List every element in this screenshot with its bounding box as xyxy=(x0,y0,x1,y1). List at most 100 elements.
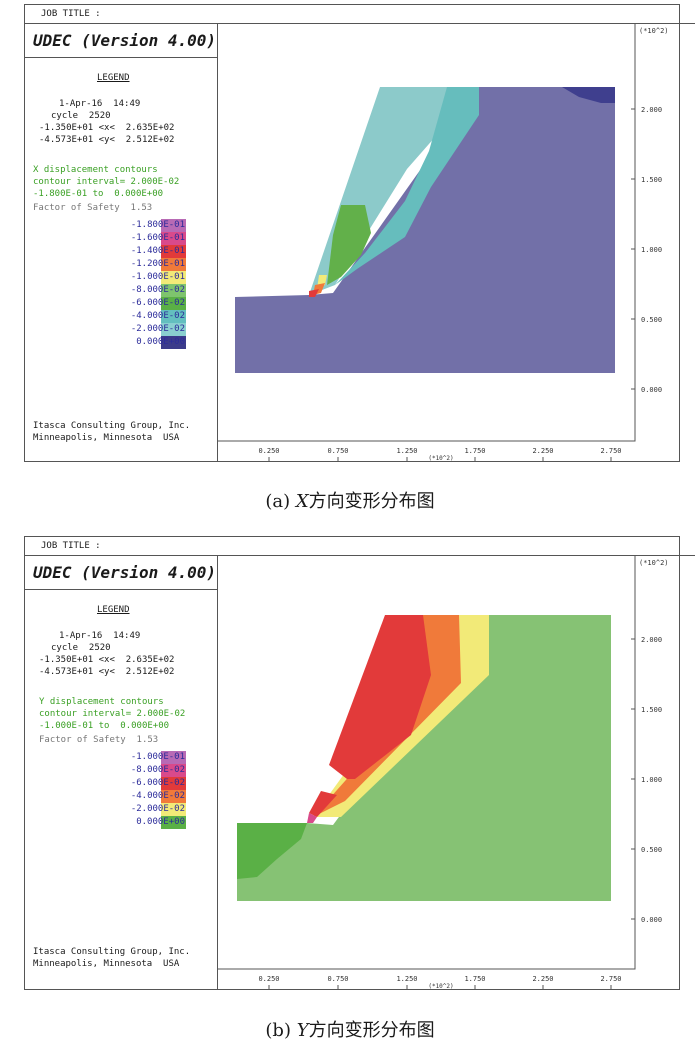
contour-region-teal xyxy=(335,87,479,285)
legend-swatch xyxy=(161,245,186,258)
legend-label: -8.000E-02 xyxy=(130,285,185,295)
y-axis: 2.000 1.500 1.000 0.500 0.000 (*10^2) xyxy=(631,559,669,924)
legend-label: -6.000E-02 xyxy=(130,778,185,788)
legend-label: 0.000E+00 xyxy=(136,337,185,347)
caption-a-prefix: (a) xyxy=(265,491,296,512)
legend-swatch xyxy=(161,271,186,284)
caption-b-text: 方向变形分布图 xyxy=(308,1020,435,1041)
company-name: Itasca Consulting Group, Inc. xyxy=(33,421,191,431)
cycle-line: cycle 2520 xyxy=(51,643,111,653)
x-tick-label: 1.250 xyxy=(396,975,417,983)
contour-range: -1.800E-01 to 0.000E+00 xyxy=(33,189,164,199)
y-range-line: -4.573E+01 <y< 2.512E+02 xyxy=(39,667,175,677)
plot-frame xyxy=(217,23,636,442)
x-tick-label: 1.750 xyxy=(464,975,485,983)
contour-type: X displacement contours xyxy=(33,165,158,175)
legend-label: -2.000E-02 xyxy=(130,804,185,814)
panel-a: JOB TITLE : UDEC (Version 4.00) LEGEND 1… xyxy=(24,4,695,462)
caption-b: (b) Y方向变形分布图 xyxy=(0,1016,700,1042)
x-tick-label: 0.750 xyxy=(327,447,348,455)
sidebar: UDEC (Version 4.00) LEGEND 1-Apr-16 14:4… xyxy=(25,23,218,461)
legend-label: -6.000E-02 xyxy=(130,298,185,308)
legend-label: 0.000E+00 xyxy=(136,817,185,827)
contour-region-top-right xyxy=(562,87,615,103)
legend-label: -1.000E-01 xyxy=(130,752,185,762)
plot-frame xyxy=(217,555,636,970)
job-title-label: JOB TITLE : xyxy=(41,541,101,551)
legend-swatch xyxy=(161,777,186,790)
job-title-bar: JOB TITLE : xyxy=(25,537,695,556)
legend-label: -1.400E-01 xyxy=(130,246,185,256)
y-scale-label: (*10^2) xyxy=(639,27,669,35)
caption-a-variable: X xyxy=(295,491,309,512)
x-tick-label: 1.750 xyxy=(464,447,485,455)
legend-swatch xyxy=(161,751,186,764)
company-location: Minneapolis, Minnesota USA xyxy=(33,433,180,443)
x-axis: 0.250 0.750 1.250 1.750 2.250 2.750 (*10^2) xyxy=(258,447,622,461)
x-tick-label: 0.250 xyxy=(258,447,279,455)
y-range-line: -4.573E+01 <y< 2.512E+02 xyxy=(39,135,175,145)
x-scale-label: (*10^2) xyxy=(428,983,453,989)
legend-label: -1.000E-01 xyxy=(130,272,185,282)
legend-label: -2.000E-02 xyxy=(130,324,185,334)
contour-interval: contour interval= 2.000E-02 xyxy=(33,177,180,187)
job-title-label: JOB TITLE : xyxy=(41,9,101,19)
date-line: 1-Apr-16 14:49 xyxy=(59,99,141,109)
y-tick-label: 2.000 xyxy=(641,636,662,644)
x-tick-label: 2.750 xyxy=(600,447,621,455)
legend-title: LEGEND xyxy=(97,605,130,615)
job-title-bar: JOB TITLE : xyxy=(25,5,695,24)
legend-label: -4.000E-02 xyxy=(130,791,185,801)
legend-swatch xyxy=(161,297,186,310)
legend-swatch xyxy=(161,336,186,349)
legend-swatch xyxy=(161,803,186,816)
legend-swatch xyxy=(161,764,186,777)
x-range-line: -1.350E+01 <x< 2.635E+02 xyxy=(39,123,175,133)
cycle-line: cycle 2520 xyxy=(51,111,111,121)
y-scale-label: (*10^2) xyxy=(639,559,669,567)
company-location: Minneapolis, Minnesota USA xyxy=(33,959,180,969)
program-title: UDEC (Version 4.00) xyxy=(33,563,217,582)
y-tick-label: 2.000 xyxy=(641,106,662,114)
caption-b-prefix: (b) xyxy=(265,1020,297,1041)
legend-label: -1.600E-01 xyxy=(130,233,185,243)
contour-region-green xyxy=(327,205,371,285)
legend-swatch xyxy=(161,219,186,232)
contour-region-pink xyxy=(307,813,317,823)
legend-label: -8.000E-02 xyxy=(130,765,185,775)
legend-swatch xyxy=(161,816,186,829)
y-tick-label: 0.500 xyxy=(641,316,662,324)
sidebar: UDEC (Version 4.00) LEGEND 1-Apr-16 14:4… xyxy=(25,555,218,989)
caption-a: (a) X方向变形分布图 xyxy=(0,487,700,513)
y-tick-label: 0.000 xyxy=(641,386,662,394)
caption-b-variable: Y xyxy=(296,1020,309,1041)
contour-type: Y displacement contours xyxy=(39,697,164,707)
title-divider xyxy=(25,57,217,58)
legend-swatch xyxy=(161,232,186,245)
contour-range: -1.000E-01 to 0.000E+00 xyxy=(39,721,170,731)
y-tick-label: 0.500 xyxy=(641,846,662,854)
factor-of-safety: Factor of Safety 1.53 xyxy=(33,203,153,213)
contour-region-red xyxy=(329,615,431,779)
legend-title: LEGEND xyxy=(97,73,130,83)
legend-label: -1.200E-01 xyxy=(130,259,185,269)
company-name: Itasca Consulting Group, Inc. xyxy=(33,947,191,957)
contour-region-zero xyxy=(237,615,611,901)
x-tick-label: 2.750 xyxy=(600,975,621,983)
contour-region-red-lower xyxy=(309,791,337,817)
legend-swatch xyxy=(161,258,186,271)
contour-region-green-dark xyxy=(237,823,307,879)
x-tick-label: 1.250 xyxy=(396,447,417,455)
legend-swatch xyxy=(161,284,186,297)
y-tick-label: 0.000 xyxy=(641,916,662,924)
date-line: 1-Apr-16 14:49 xyxy=(59,631,141,641)
title-divider xyxy=(25,589,217,590)
panel-b: JOB TITLE : UDEC (Version 4.00) LEGEND 1… xyxy=(24,536,695,990)
program-title: UDEC (Version 4.00) xyxy=(33,31,217,50)
y-tick-label: 1.500 xyxy=(641,706,662,714)
legend-swatch xyxy=(161,790,186,803)
legend-swatch xyxy=(161,323,186,336)
contour-interval: contour interval= 2.000E-02 xyxy=(39,709,186,719)
